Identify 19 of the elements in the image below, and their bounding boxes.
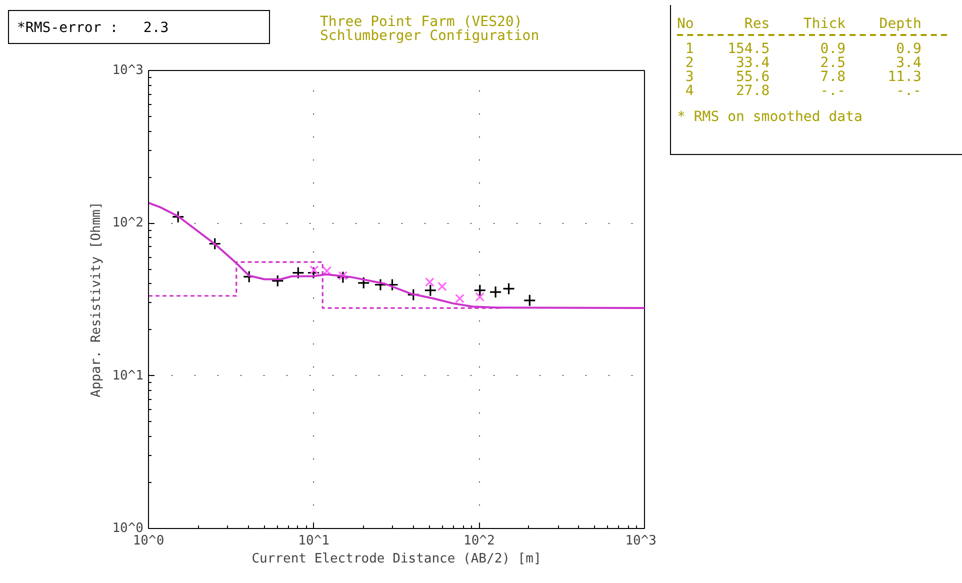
x-axis-title: Current Electrode Distance (AB/2) [m]: [252, 552, 542, 566]
x-tick-label: 10^0: [132, 534, 164, 548]
text: 4 27.8 -.- -.-: [684, 83, 922, 99]
chart-title: Three Point Farm (VES20): [320, 14, 522, 30]
y-axis-title: Appar. Resistivity [Ohmm]: [89, 202, 104, 398]
x-tick-label: 10^2: [464, 534, 495, 548]
y-tick-label: 10^2: [112, 216, 144, 231]
text: *RMS-error : 2.3: [17, 20, 169, 36]
chart-subtitle: Schlumberger Configuration: [320, 28, 540, 44]
text: No Res Thick Depth: [677, 16, 922, 32]
y-tick-label: 10^1: [112, 368, 144, 384]
text: * RMS on smoothed data: [677, 109, 864, 125]
x-tick-label: 10^3: [625, 534, 657, 548]
x-tick-label: 10^1: [298, 534, 330, 548]
text: 3 55.6 7.8 11.3: [684, 69, 922, 85]
y-tick-label: 10^3: [112, 63, 144, 78]
text: 2 33.4 2.5 3.4: [684, 55, 922, 71]
text: 1 154.5 0.9 0.9: [684, 41, 922, 57]
y-tick-label: 10^0: [112, 521, 144, 536]
